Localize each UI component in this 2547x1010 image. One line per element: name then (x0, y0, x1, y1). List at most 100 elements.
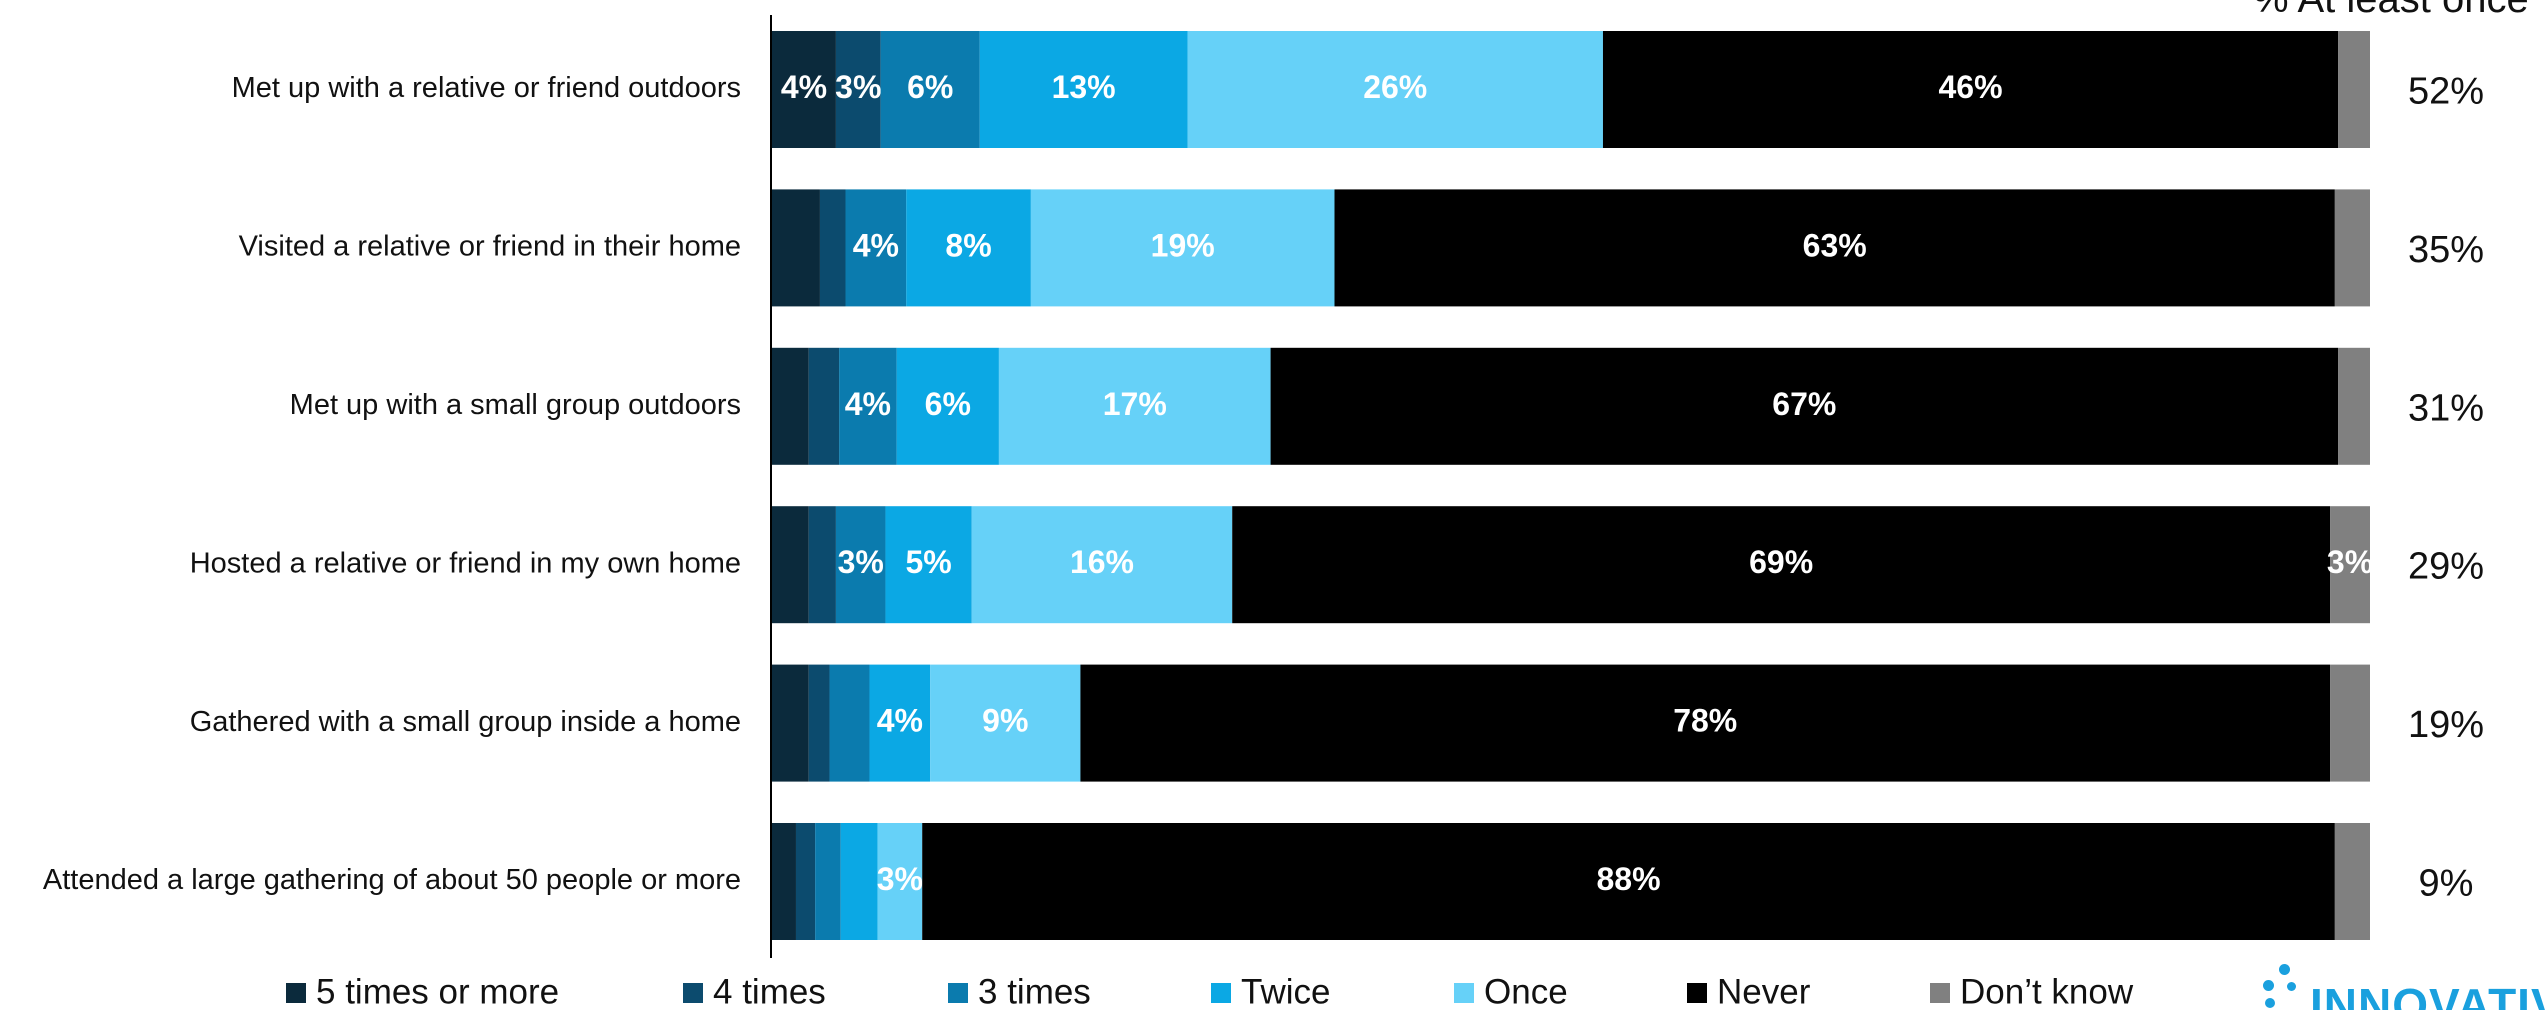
bar-segment (2330, 664, 2370, 782)
logo-text: INNOVATIVE (2310, 979, 2547, 1010)
bar-segment (1602, 31, 2339, 148)
company-logo: INNOVATIVE (2255, 960, 2547, 1010)
bar-segment (1232, 506, 2331, 624)
legend-label: Don’t know (1960, 972, 2134, 1010)
data-label: 46% (1938, 69, 2002, 105)
legend-label: 3 times (978, 972, 1091, 1010)
legend-label: 4 times (713, 972, 826, 1010)
data-label: 19% (1151, 227, 1215, 263)
bar-segment (971, 506, 1233, 624)
logo-dot (2263, 980, 2274, 991)
bar-segment (896, 347, 999, 465)
bar-segment (819, 189, 846, 307)
data-label: 78% (1673, 703, 1737, 739)
category-label: Met up with a relative or friend outdoor… (232, 72, 741, 104)
data-label: 4% (845, 386, 891, 422)
bar-segment (979, 31, 1188, 148)
bar-segment (2338, 347, 2370, 465)
bar-segment (998, 347, 1271, 465)
bar-segment (772, 31, 836, 148)
bar-segment (869, 664, 931, 782)
logo-dot (2287, 982, 2296, 991)
bar-segment (2338, 31, 2370, 148)
logo-dot (2265, 998, 2275, 1008)
bar-segment (2330, 506, 2370, 624)
bar-segment (772, 189, 820, 307)
data-label: 4% (853, 227, 899, 263)
bar-segment (2334, 823, 2370, 940)
bar-segment (815, 823, 841, 940)
category-label: Attended a large gathering of about 50 p… (43, 864, 741, 896)
legend-swatch (948, 983, 968, 1003)
bar-segment (906, 189, 1031, 307)
bar-segment (772, 506, 809, 624)
data-label: 6% (925, 386, 971, 422)
data-label: 4% (781, 69, 827, 105)
category-label: Hosted a relative or friend in my own ho… (190, 547, 741, 579)
at-least-once-value: 9% (2419, 863, 2474, 905)
legend-swatch (1687, 983, 1707, 1003)
data-label: 63% (1803, 227, 1867, 263)
bar-segment (1030, 189, 1335, 307)
legend-label: Never (1717, 972, 1811, 1010)
bar-segment (877, 823, 923, 940)
at-least-once-value: 19% (2408, 704, 2484, 746)
category-label: Gathered with a small group inside a hom… (190, 706, 741, 738)
at-least-once-value: 29% (2408, 546, 2484, 588)
data-label: 4% (877, 703, 923, 739)
bar-segment (808, 506, 836, 624)
bar-segment (1334, 189, 2335, 307)
at-least-once-value: 35% (2408, 229, 2484, 271)
data-label: 5% (905, 544, 951, 580)
bar-segment (930, 664, 1081, 782)
data-label: 6% (907, 69, 953, 105)
data-label: 26% (1363, 69, 1427, 105)
data-label: 16% (1070, 544, 1134, 580)
data-label: 3% (2327, 544, 2373, 580)
category-label: Met up with a small group outdoors (290, 389, 741, 421)
bar-segment (808, 347, 840, 465)
bar-segment (772, 664, 809, 782)
data-label: 88% (1597, 861, 1661, 897)
legend-swatch (286, 983, 306, 1003)
legend-swatch (1211, 983, 1231, 1003)
legend-swatch (683, 983, 703, 1003)
legend-label: Twice (1241, 972, 1330, 1010)
at-least-once-value: 52% (2408, 71, 2484, 113)
data-label: 3% (838, 544, 884, 580)
data-label: 9% (982, 703, 1028, 739)
bar-segment (829, 664, 870, 782)
bar-segment (1270, 347, 2339, 465)
bar-segment (922, 823, 2335, 940)
category-label: Visited a relative or friend in their ho… (239, 231, 741, 263)
legend-label: 5 times or more (316, 972, 559, 1010)
data-label: 3% (835, 69, 881, 105)
bar-segment (795, 823, 816, 940)
bar-segment (839, 347, 897, 465)
data-label: 8% (945, 227, 991, 263)
legend-label: Once (1484, 972, 1568, 1010)
at-least-once-header: % At least once (2253, 0, 2529, 21)
data-label: 67% (1772, 386, 1836, 422)
bar-segment (808, 664, 830, 782)
bar-segment (880, 31, 980, 148)
bar-segment (772, 823, 796, 940)
logo-dot (2279, 964, 2290, 975)
data-label: 69% (1749, 544, 1813, 580)
bar-segment (835, 506, 886, 624)
at-least-once-value: 31% (2408, 387, 2484, 429)
bar-segment (1080, 664, 2331, 782)
data-label: 13% (1052, 69, 1116, 105)
bar-segment (835, 31, 881, 148)
bar-segment (2334, 189, 2370, 307)
bar-segment (845, 189, 907, 307)
bar-segment (885, 506, 972, 624)
data-label: 17% (1103, 386, 1167, 422)
legend-swatch (1454, 983, 1474, 1003)
data-label: 3% (877, 861, 923, 897)
legend-swatch (1930, 983, 1950, 1003)
bar-segment (772, 347, 809, 465)
bar-segment (840, 823, 878, 940)
bar-segment (1187, 31, 1603, 148)
